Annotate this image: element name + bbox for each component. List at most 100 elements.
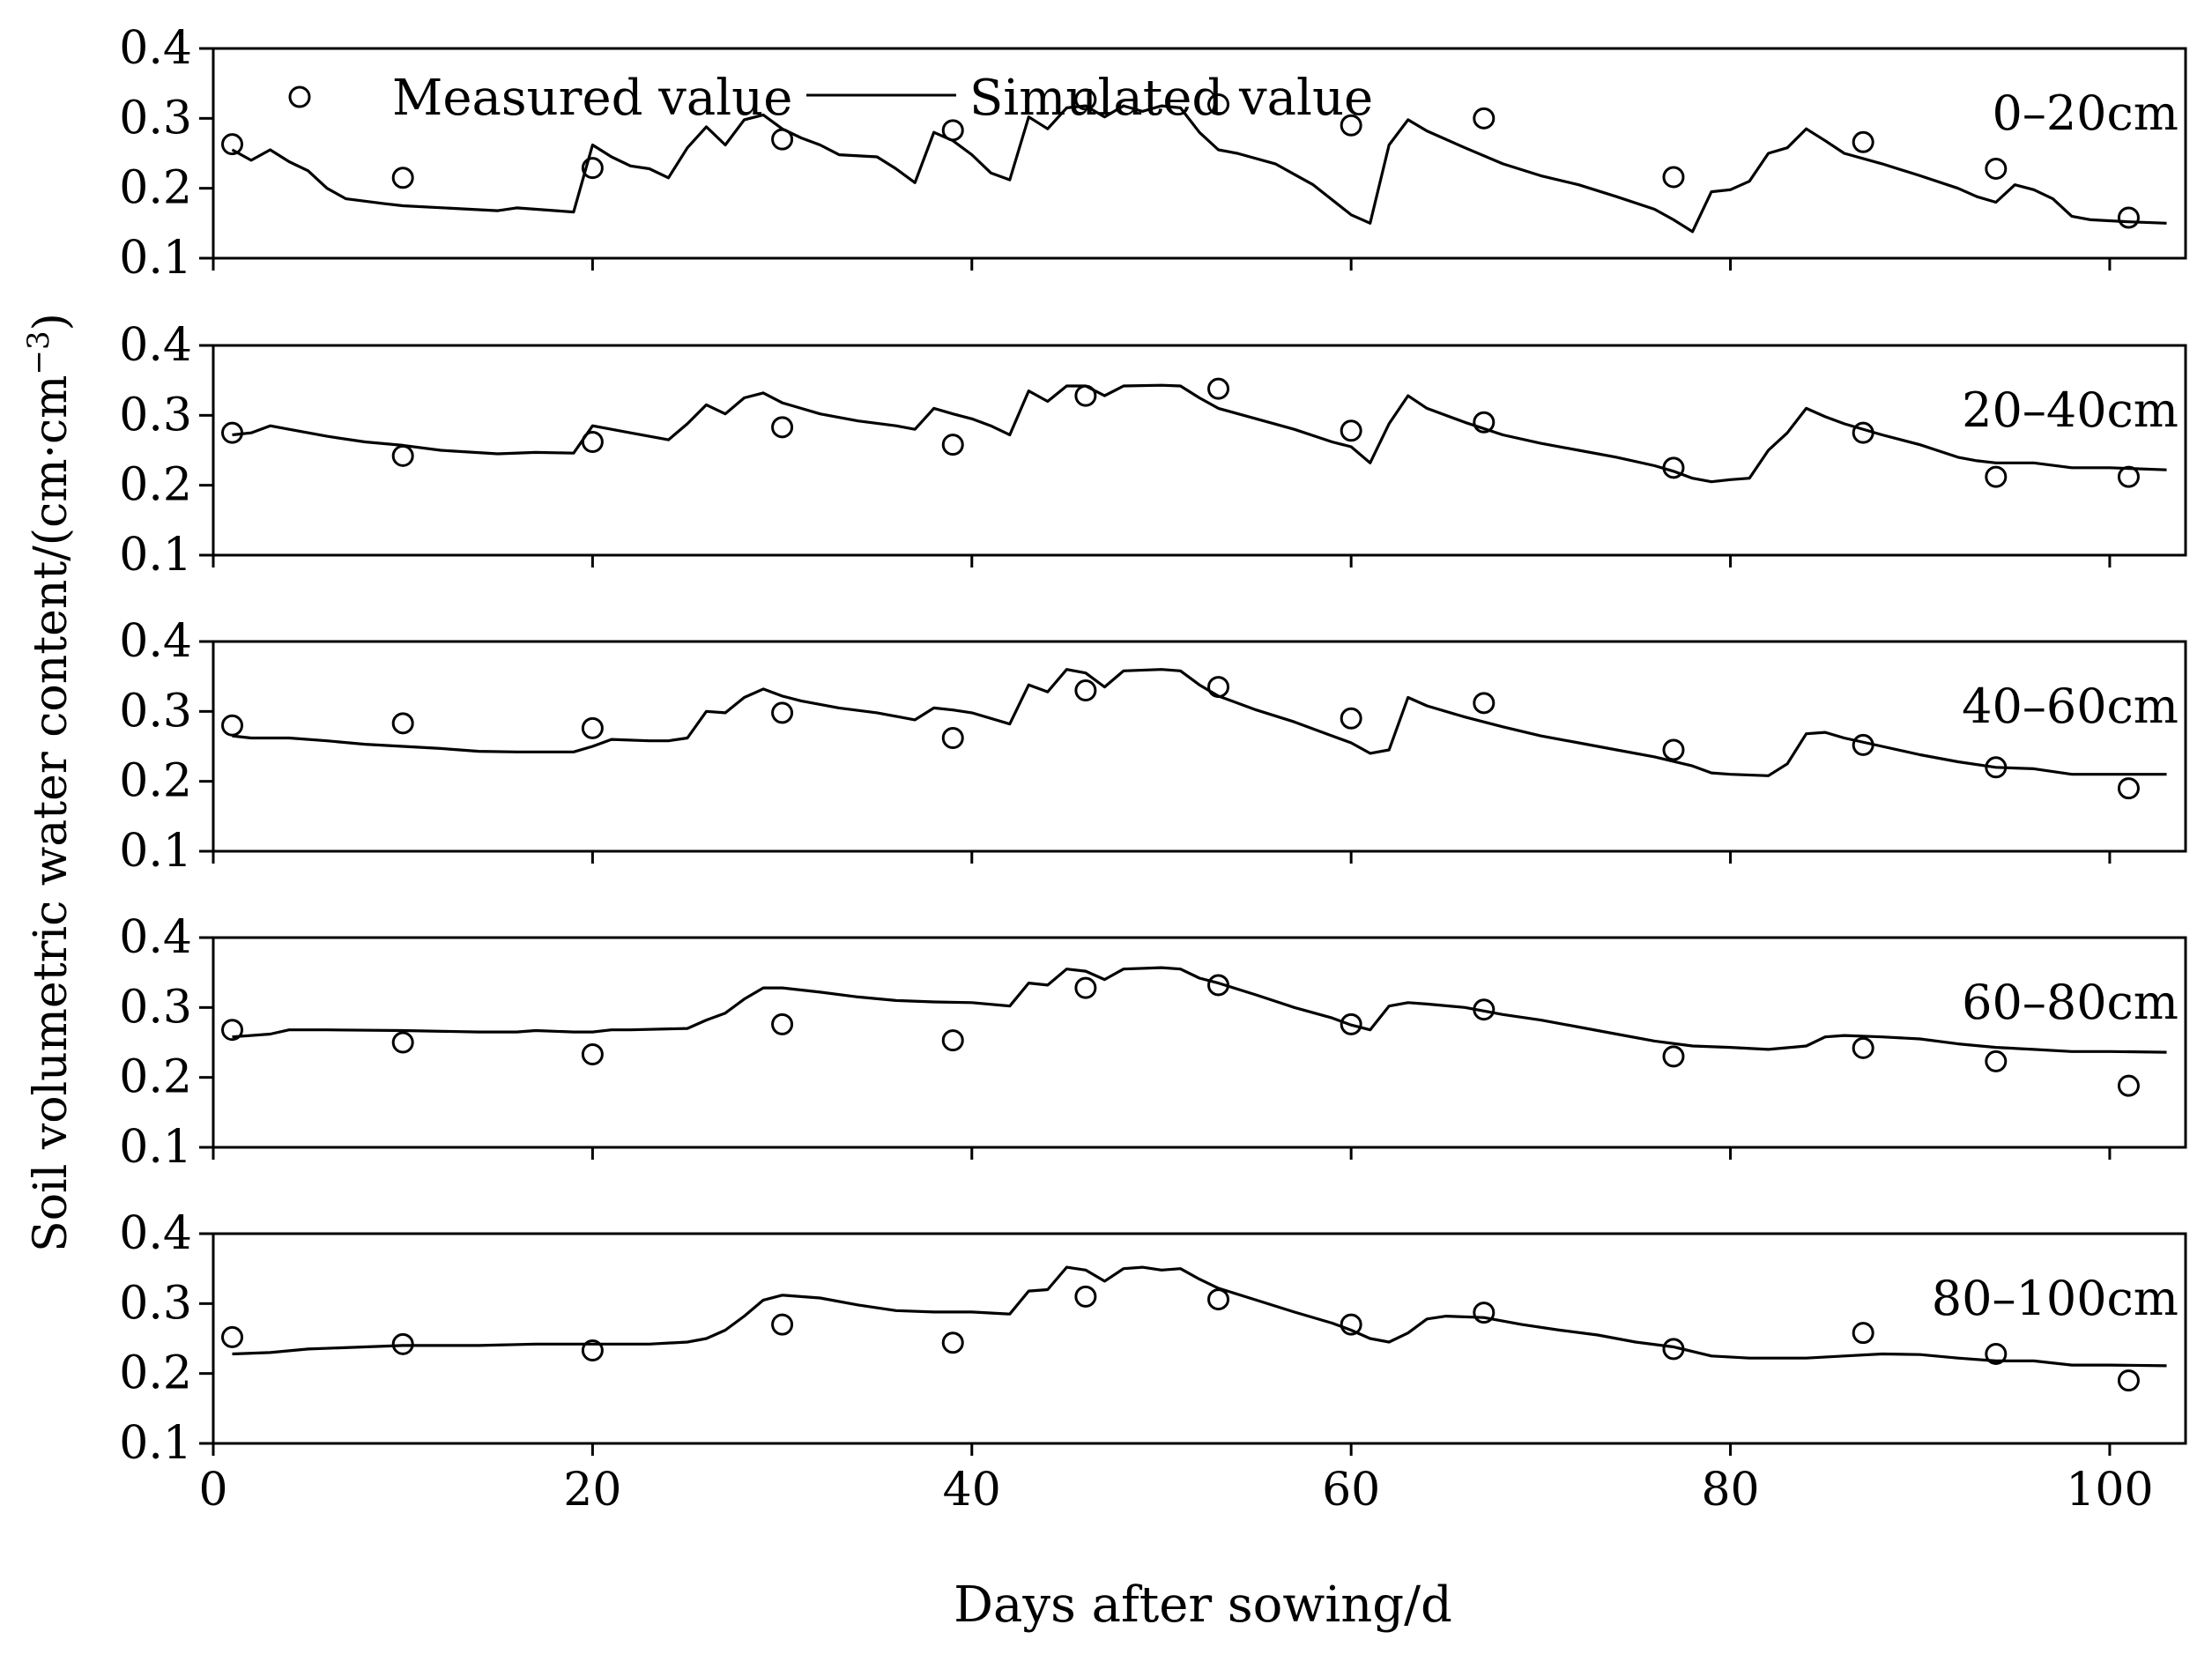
measured-point xyxy=(1985,1342,2008,1365)
measured-point xyxy=(1852,1322,1874,1345)
simulated-line xyxy=(231,104,2167,234)
measured-point xyxy=(1473,1302,1496,1324)
measured-point xyxy=(1662,1045,1685,1068)
measured-point xyxy=(2117,1074,2140,1097)
y-tick-label: 0.3 xyxy=(119,685,192,738)
measured-point xyxy=(941,119,964,142)
measured-point xyxy=(221,1019,244,1042)
x-tick-label: 20 xyxy=(563,1464,621,1517)
panel-frame xyxy=(212,1232,2187,1445)
measured-point xyxy=(941,434,964,456)
y-tick-label: 0.3 xyxy=(119,389,192,441)
measured-point xyxy=(221,714,244,737)
panel-frame xyxy=(212,47,2187,260)
measured-point xyxy=(581,716,604,739)
panel-3: 0.1 0.2 0.3 0.4 40–60cm xyxy=(119,615,2187,878)
measured-point xyxy=(1985,756,2008,779)
y-tick-label: 0.4 xyxy=(119,615,192,668)
legend: Measured value Simulated value xyxy=(288,70,1373,127)
measured-point xyxy=(1340,419,1362,442)
measured-point xyxy=(1985,1050,2008,1072)
measured-point xyxy=(1074,976,1097,999)
panel-frame xyxy=(212,640,2187,853)
measured-point xyxy=(1340,1012,1362,1035)
panel-1: 0.1 0.2 0.3 0.4 0–20cm xyxy=(119,22,2187,285)
measured-point xyxy=(1207,974,1230,997)
simulated-line xyxy=(232,668,2167,777)
measured-point xyxy=(1473,692,1496,715)
measured-point xyxy=(941,726,964,749)
x-tick-label: 100 xyxy=(2066,1464,2153,1517)
depth-label: 60–80cm xyxy=(1962,975,2179,1030)
measured-point xyxy=(2117,465,2140,488)
measured-point xyxy=(1207,676,1230,699)
measured-point xyxy=(1074,1285,1097,1308)
measured-point xyxy=(1074,679,1097,702)
measured-point xyxy=(1473,107,1496,130)
measured-point xyxy=(1473,998,1496,1021)
depth-label: 20–40cm xyxy=(1962,382,2179,438)
measured-point xyxy=(771,701,794,724)
y-axis-title: Soil volumetric water content/(cm·cm−3) xyxy=(21,313,78,1252)
panel-frame xyxy=(212,936,2187,1149)
simulated-line xyxy=(232,966,2167,1054)
measured-point xyxy=(1662,166,1685,189)
measured-point xyxy=(2117,206,2140,229)
y-tick-label: 0.4 xyxy=(119,22,192,75)
measured-point xyxy=(391,167,414,189)
y-tick-label: 0.4 xyxy=(119,319,192,372)
simulated-line xyxy=(232,1265,2167,1368)
measured-point xyxy=(391,1031,414,1054)
measured-point xyxy=(1985,465,2008,488)
depth-label: 40–60cm xyxy=(1962,679,2179,734)
y-tick-label: 0.2 xyxy=(119,1347,192,1400)
measured-point xyxy=(391,712,414,735)
y-tick-label: 0.2 xyxy=(119,1051,192,1104)
measured-point xyxy=(581,1042,604,1065)
panel-2: 0.1 0.2 0.3 0.4 20–40cm xyxy=(119,319,2187,582)
y-tick-label: 0.3 xyxy=(119,981,192,1034)
measured-point xyxy=(1662,738,1685,761)
measured-point xyxy=(771,128,794,151)
measured-point xyxy=(941,1029,964,1052)
measured-point xyxy=(1207,377,1230,400)
measured-point xyxy=(581,1339,604,1361)
x-tick-label: 80 xyxy=(1701,1464,1759,1517)
x-tick-label: 40 xyxy=(943,1464,1001,1517)
measured-point xyxy=(221,1325,244,1348)
measured-point xyxy=(1662,1338,1685,1361)
measured-point xyxy=(1852,1036,1874,1059)
measured-point xyxy=(771,1012,794,1035)
chart-panels: 0.10.20.30.40–20cm0.10.20.30.420–40cm0.1… xyxy=(119,22,2187,1517)
measured-point xyxy=(1207,93,1230,115)
measured-point xyxy=(221,421,244,444)
measured-point xyxy=(1852,130,1874,153)
y-tick-label: 0.2 xyxy=(119,162,192,215)
depth-label: 0–20cm xyxy=(1992,85,2179,141)
measured-point xyxy=(1852,733,1874,756)
y-tick-label: 0.2 xyxy=(119,459,192,512)
measured-point xyxy=(581,157,604,180)
measured-point xyxy=(1074,88,1097,111)
y-tick-label: 0.1 xyxy=(119,1121,192,1174)
x-tick-label: 0 xyxy=(198,1464,227,1517)
y-axis-title-close: ) xyxy=(25,313,78,330)
measured-point xyxy=(1074,384,1097,407)
measured-point xyxy=(1852,421,1874,444)
depth-label: 80–100cm xyxy=(1932,1271,2179,1326)
measured-point xyxy=(1207,1288,1230,1311)
measured-point xyxy=(221,133,244,156)
y-tick-label: 0.3 xyxy=(119,1277,192,1330)
y-tick-label: 0.4 xyxy=(119,1207,192,1260)
y-tick-label: 0.1 xyxy=(119,232,192,285)
measured-point xyxy=(771,416,794,439)
legend-simulated-label: Simulated value xyxy=(969,70,1373,127)
measured-point xyxy=(1662,456,1685,479)
y-tick-label: 0.2 xyxy=(119,755,192,808)
measured-point xyxy=(2117,777,2140,800)
y-tick-label: 0.4 xyxy=(119,911,192,964)
legend-measured-marker xyxy=(288,85,311,108)
measured-point xyxy=(391,1332,414,1355)
measured-point xyxy=(2117,1369,2140,1392)
simulated-line xyxy=(232,383,2167,484)
